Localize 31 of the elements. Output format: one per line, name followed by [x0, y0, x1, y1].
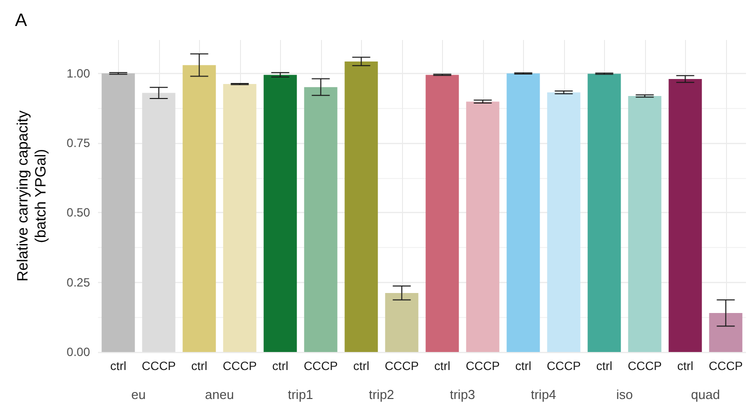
- x-tick-label: CCCP: [304, 359, 338, 373]
- x-tick-label: CCCP: [222, 359, 257, 373]
- x-tick-label: CCCP: [708, 359, 743, 373]
- x-tick-label: ctrl: [596, 359, 612, 373]
- x-tick-label: CCCP: [142, 359, 176, 373]
- chart-title: A: [15, 10, 28, 30]
- x-axis-title: quad: [691, 387, 720, 402]
- x-axis-title: trip4: [530, 387, 556, 402]
- x-tick-label: ctrl: [272, 359, 288, 373]
- x-tick-label: ctrl: [434, 359, 450, 373]
- y-tick-label: 0.75: [66, 136, 90, 150]
- y-tick-label: 0.00: [66, 345, 90, 359]
- x-tick-label: CCCP: [466, 359, 500, 373]
- x-axis-title: trip2: [368, 387, 394, 402]
- x-tick-label: ctrl: [515, 359, 532, 373]
- x-axis-title: aneu: [205, 387, 234, 402]
- x-tick-label: CCCP: [628, 359, 662, 373]
- x-axis-title: trip3: [450, 387, 476, 402]
- x-tick-label: ctrl: [353, 359, 370, 373]
- y-tick-label: 0.50: [66, 206, 90, 220]
- x-axis-title: trip1: [288, 387, 314, 402]
- x-tick-label: CCCP: [384, 359, 419, 373]
- x-axis-title: eu: [131, 387, 146, 402]
- y-tick-label: 0.25: [66, 275, 90, 290]
- x-axis-title: iso: [616, 387, 633, 402]
- y-axis-title: Relative carrying capacity (batch YPGal): [14, 110, 50, 282]
- y-tick-label: 1.00: [66, 66, 90, 80]
- x-tick-label: ctrl: [191, 359, 208, 373]
- x-tick-label: ctrl: [677, 359, 694, 373]
- x-tick-label: ctrl: [110, 359, 126, 373]
- x-tick-label: CCCP: [546, 359, 581, 373]
